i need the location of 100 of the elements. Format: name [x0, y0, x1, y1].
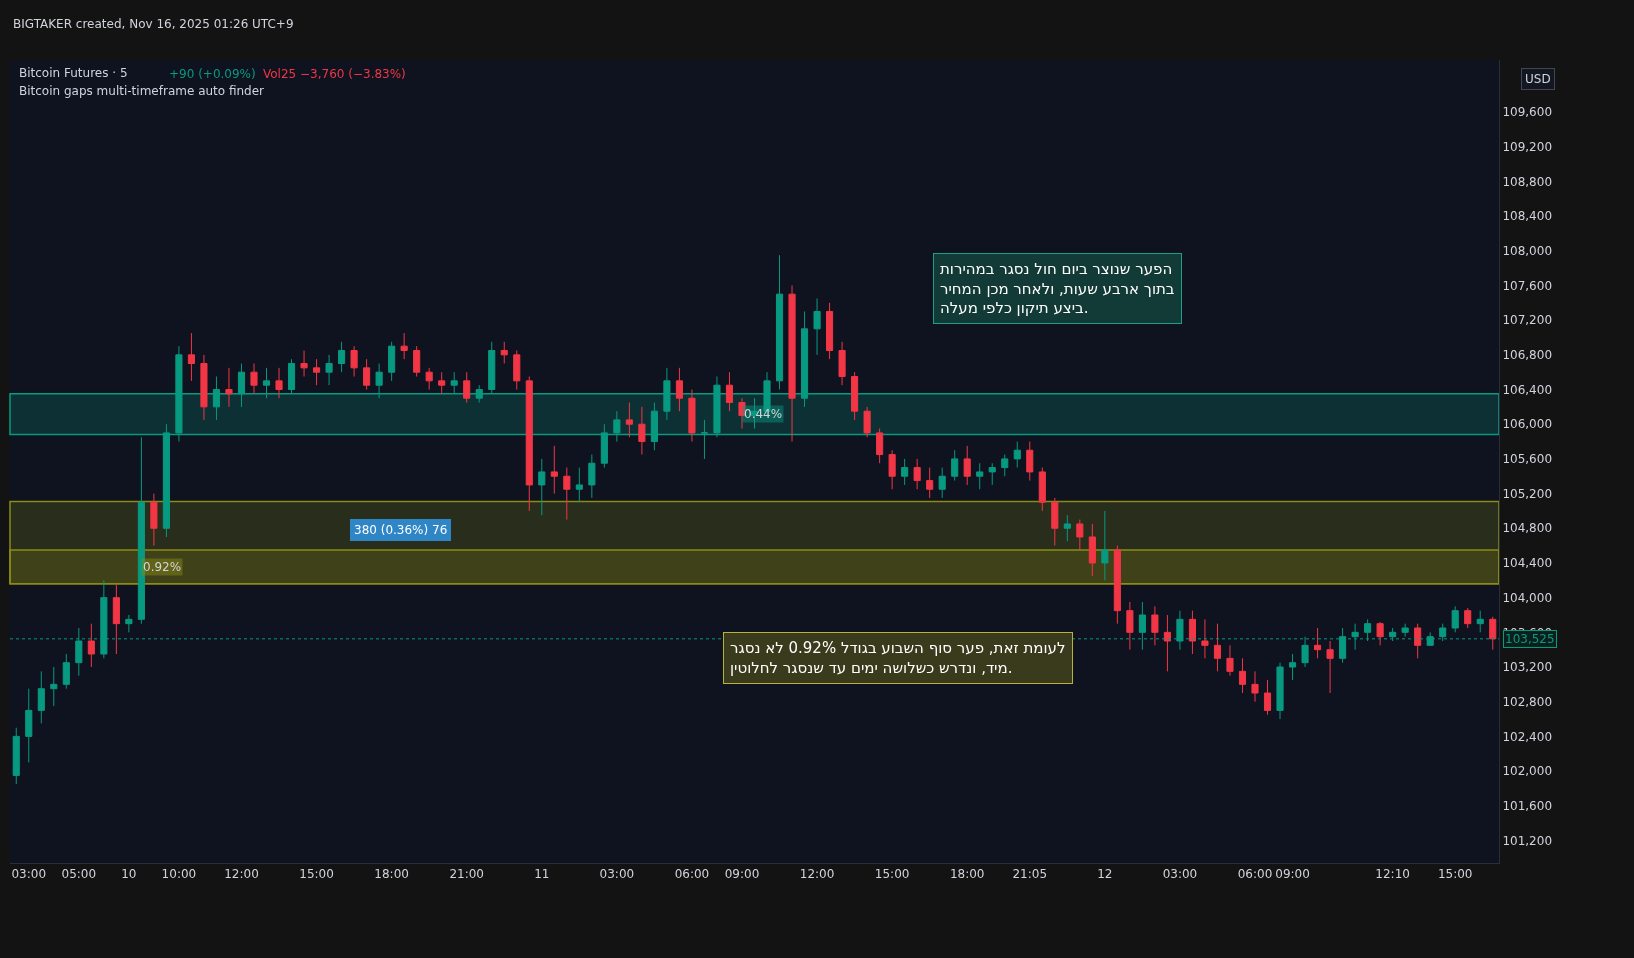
candlestick [1213, 623, 1222, 672]
candlestick [1101, 510, 1109, 581]
x-tick-label: 15:00 [874, 867, 910, 882]
y-tick-label: 109,200 [1502, 139, 1553, 154]
candlestick [463, 371, 471, 404]
candlestick [1076, 519, 1084, 551]
candlestick [37, 670, 45, 724]
candlestick [363, 358, 371, 391]
candlestick [25, 688, 33, 763]
candlestick [112, 584, 120, 655]
candlestick [325, 354, 333, 386]
candlestick [1038, 467, 1046, 512]
y-tick-label: 108,800 [1502, 174, 1553, 189]
candlestick [851, 371, 859, 421]
y-tick-label: 104,800 [1502, 521, 1553, 536]
y-tick-label: 105,200 [1502, 486, 1553, 501]
x-tick-label: 05:00 [61, 867, 97, 882]
candlestick [275, 367, 283, 399]
candlestick [425, 367, 433, 391]
text: Bitcoin Futures · 5 [19, 66, 128, 80]
x-tick-label: 10:00 [161, 867, 197, 882]
candlestick [976, 462, 984, 490]
ref-line-label: 103,525 [1505, 632, 1555, 646]
y-tick-label: 103,200 [1502, 660, 1553, 675]
x-tick-label: 15:00 [299, 867, 334, 882]
candlestick [475, 384, 483, 404]
x-tick-label: 11 [534, 867, 550, 882]
candlestick [175, 345, 183, 443]
y-tick-label: 108,000 [1502, 243, 1553, 258]
candlestick [675, 367, 683, 412]
candlestick [1314, 627, 1322, 659]
candlestick [800, 310, 809, 408]
candlestick [876, 428, 884, 464]
candlestick [1113, 545, 1121, 625]
candlestick [350, 345, 358, 378]
band-label: 0.44% [744, 407, 783, 421]
candlestick [625, 402, 633, 438]
candlestick [50, 666, 58, 707]
y-tick-label: 102,000 [1502, 764, 1553, 779]
x-tick-label: 12:00 [224, 867, 259, 882]
candlestick [1376, 621, 1384, 646]
candlestick [1001, 454, 1009, 477]
candlestick [650, 402, 658, 451]
annotation: +90 (+0.09%) [169, 67, 256, 81]
candlestick [1026, 441, 1034, 482]
y-tick-label: 108,400 [1502, 209, 1553, 224]
x-tick-label: 03:00 [1162, 867, 1198, 882]
candlestick [525, 376, 533, 512]
candlestick [563, 467, 571, 521]
candlestick [1326, 640, 1334, 694]
candlestick [1414, 623, 1422, 659]
y-tick-label: 101,600 [1502, 798, 1553, 813]
candlestick [1013, 441, 1021, 469]
x-tick-label: 09:00 [724, 867, 760, 882]
annotation: Vol25 −3,760 (−3.83%) [263, 67, 406, 81]
candlestick [1451, 605, 1459, 633]
candlestick [913, 458, 921, 490]
candlestick [1263, 679, 1272, 716]
candlestick [1126, 601, 1134, 651]
candlestick [575, 467, 583, 503]
y-tick-label: 106,400 [1502, 382, 1553, 397]
band-label: 0.92% [143, 560, 182, 574]
x-tick-label: 06:00 [1237, 867, 1273, 882]
candlestick [963, 445, 971, 486]
x-tick-label: 09:00 [1275, 867, 1310, 882]
candlestick [700, 419, 709, 460]
candlestick [287, 358, 296, 395]
candlestick [1063, 514, 1071, 542]
x-tick-label: 12:00 [799, 867, 835, 882]
candlestick [863, 406, 871, 438]
candlestick [1226, 644, 1234, 677]
text: USD [1525, 72, 1551, 86]
candlestick [1201, 618, 1209, 659]
candlestick [1288, 653, 1297, 681]
y-tick-label: 104,400 [1502, 556, 1553, 571]
candlestick [187, 332, 195, 382]
candlestick [513, 350, 521, 391]
candlestick [988, 462, 996, 486]
text: BIGTAKER created, Nov 16, 2025 01:26 UTC+9 [13, 17, 294, 31]
candlestick [838, 341, 846, 386]
x-tick-label: 21:05 [1012, 867, 1048, 882]
x-tick-label: 06:00 [674, 867, 710, 882]
candlestick [212, 376, 221, 421]
candlestick [125, 614, 133, 633]
x-tick-label: 21:00 [449, 867, 485, 882]
x-tick-label: 03:00 [11, 867, 47, 882]
candlestick [200, 354, 208, 421]
y-tick-label: 106,800 [1502, 348, 1553, 363]
text: Bitcoin gaps multi-timeframe auto finder [19, 84, 265, 98]
candlestick [225, 367, 233, 408]
candlestick [550, 445, 558, 495]
candlestick [338, 341, 346, 373]
candlestick [888, 449, 896, 490]
candlestick [826, 302, 834, 360]
annotation: לעומת זאת, פער סוף השבוע בגודל 0.92% לא נסגר מיד, ונדרש כשלושה ימים עד שנסגר לחלוטין. [730, 639, 1066, 677]
candlestick [713, 376, 721, 438]
x-tick-label: 15:00 [1437, 867, 1473, 882]
candlestick [588, 454, 596, 499]
candlestick [775, 254, 784, 391]
y-tick-label: 102,800 [1502, 694, 1553, 709]
